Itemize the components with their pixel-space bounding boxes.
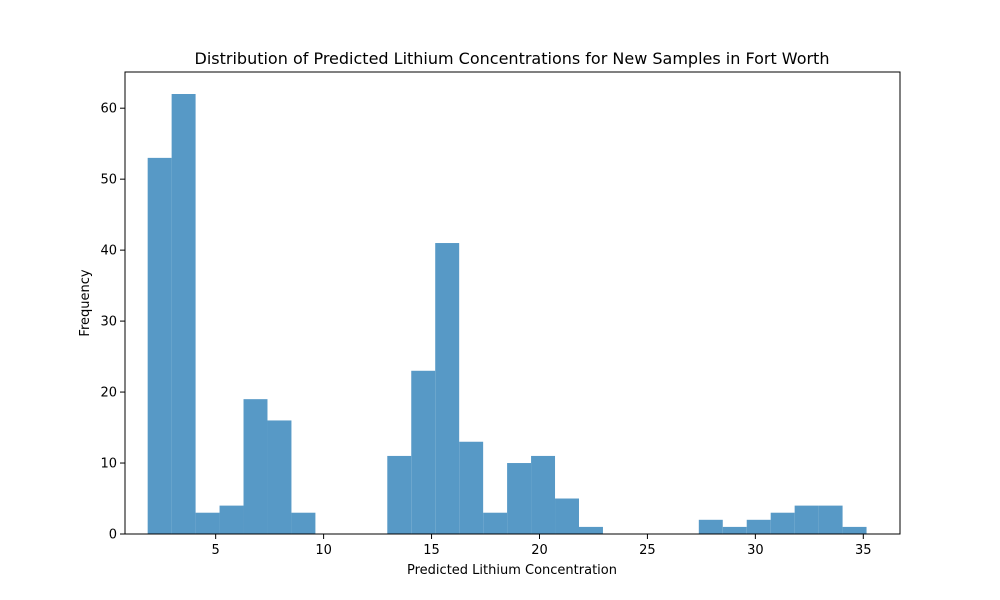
x-tick-label: 10: [315, 543, 332, 558]
histogram-bar: [147, 157, 172, 534]
x-tick-label: 35: [855, 543, 872, 558]
bars-group: [147, 94, 867, 534]
histogram-bar: [507, 463, 532, 534]
histogram-bar: [770, 512, 795, 534]
histogram-bar: [794, 505, 819, 534]
histogram-bar: [387, 455, 412, 534]
histogram-bar: [555, 498, 579, 534]
histogram-bar: [435, 243, 460, 534]
histogram-bar: [219, 505, 244, 534]
histogram-bar: [459, 441, 484, 534]
x-tick-label: 20: [531, 543, 548, 558]
x-tick-label: 30: [747, 543, 764, 558]
y-tick-label: 0: [109, 528, 117, 543]
histogram-bar: [746, 519, 771, 534]
x-axis-label: Predicted Lithium Concentration: [407, 563, 617, 578]
histogram-bar: [722, 526, 747, 534]
histogram-bar: [243, 399, 268, 534]
plot-frame: [124, 71, 901, 535]
x-ticks-group: 5 10 15 20 25 30 35: [212, 534, 872, 558]
histogram-bar: [698, 519, 723, 534]
x-tick-label: 25: [639, 543, 656, 558]
histogram-bar: [578, 526, 603, 534]
y-tick-label: 20: [100, 386, 117, 401]
y-tick-label: 10: [100, 457, 117, 472]
histogram-bar: [195, 512, 220, 534]
histogram-bar: [842, 526, 867, 534]
y-tick-label: 50: [100, 173, 117, 188]
histogram-bar: [267, 420, 292, 534]
x-tick-label: 5: [212, 543, 220, 558]
histogram-bar: [171, 94, 196, 534]
y-ticks-group: 0 10 20 30 40 50 60: [100, 102, 125, 543]
y-tick-label: 60: [100, 102, 117, 117]
histogram-bar: [531, 455, 556, 534]
y-tick-label: 40: [100, 244, 117, 259]
chart-title: Distribution of Predicted Lithium Concen…: [195, 49, 830, 68]
y-axis-label: Frequency: [78, 269, 93, 336]
histogram-bar: [291, 512, 316, 534]
y-tick-label: 30: [100, 315, 117, 330]
x-tick-label: 15: [423, 543, 440, 558]
histogram-bar: [483, 512, 508, 534]
histogram-bar: [411, 370, 436, 534]
histogram-bar: [818, 505, 843, 534]
